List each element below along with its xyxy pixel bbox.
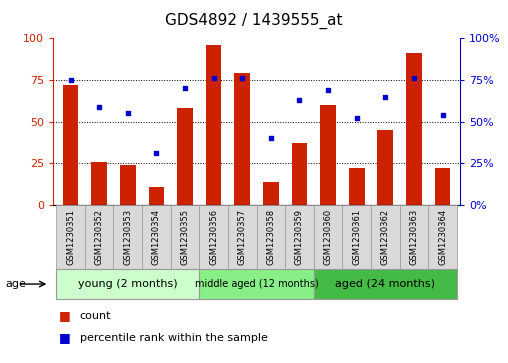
Text: ■: ■	[58, 309, 70, 322]
Point	[324, 87, 332, 93]
Text: GSM1230359: GSM1230359	[295, 209, 304, 265]
Text: age: age	[5, 279, 26, 289]
Text: count: count	[80, 311, 111, 321]
Text: GSM1230361: GSM1230361	[352, 209, 361, 265]
Text: aged (24 months): aged (24 months)	[335, 279, 435, 289]
Bar	[406, 53, 422, 205]
Point	[438, 112, 447, 118]
Bar	[206, 45, 221, 205]
Text: middle aged (12 months): middle aged (12 months)	[195, 279, 319, 289]
Text: GDS4892 / 1439555_at: GDS4892 / 1439555_at	[165, 13, 343, 29]
Point	[123, 110, 132, 116]
Point	[67, 77, 75, 83]
Text: GSM1230353: GSM1230353	[123, 209, 132, 265]
Text: GSM1230358: GSM1230358	[266, 209, 275, 265]
Text: percentile rank within the sample: percentile rank within the sample	[80, 333, 268, 343]
Text: GSM1230364: GSM1230364	[438, 209, 447, 265]
Point	[353, 115, 361, 121]
Bar	[234, 73, 250, 205]
Point	[238, 75, 246, 81]
Text: young (2 months): young (2 months)	[78, 279, 178, 289]
Bar	[320, 105, 336, 205]
Text: GSM1230352: GSM1230352	[94, 209, 104, 265]
Text: GSM1230363: GSM1230363	[409, 209, 419, 265]
Point	[410, 75, 418, 81]
Text: GSM1230351: GSM1230351	[66, 209, 75, 265]
Text: ■: ■	[58, 331, 70, 344]
Bar	[377, 130, 393, 205]
Bar	[91, 162, 107, 205]
Text: GSM1230362: GSM1230362	[381, 209, 390, 265]
Text: GSM1230354: GSM1230354	[152, 209, 161, 265]
Point	[296, 97, 304, 103]
Bar	[349, 168, 365, 205]
Text: GSM1230357: GSM1230357	[238, 209, 247, 265]
Bar	[177, 108, 193, 205]
Bar	[435, 168, 451, 205]
Point	[382, 94, 390, 99]
Text: GSM1230360: GSM1230360	[324, 209, 333, 265]
Point	[181, 85, 189, 91]
Point	[152, 150, 161, 156]
Bar	[62, 85, 78, 205]
Point	[267, 135, 275, 141]
Bar	[292, 143, 307, 205]
Text: GSM1230355: GSM1230355	[180, 209, 189, 265]
Bar	[148, 187, 164, 205]
Bar	[263, 182, 279, 205]
Point	[95, 104, 103, 110]
Bar	[120, 165, 136, 205]
Text: GSM1230356: GSM1230356	[209, 209, 218, 265]
Point	[209, 75, 217, 81]
